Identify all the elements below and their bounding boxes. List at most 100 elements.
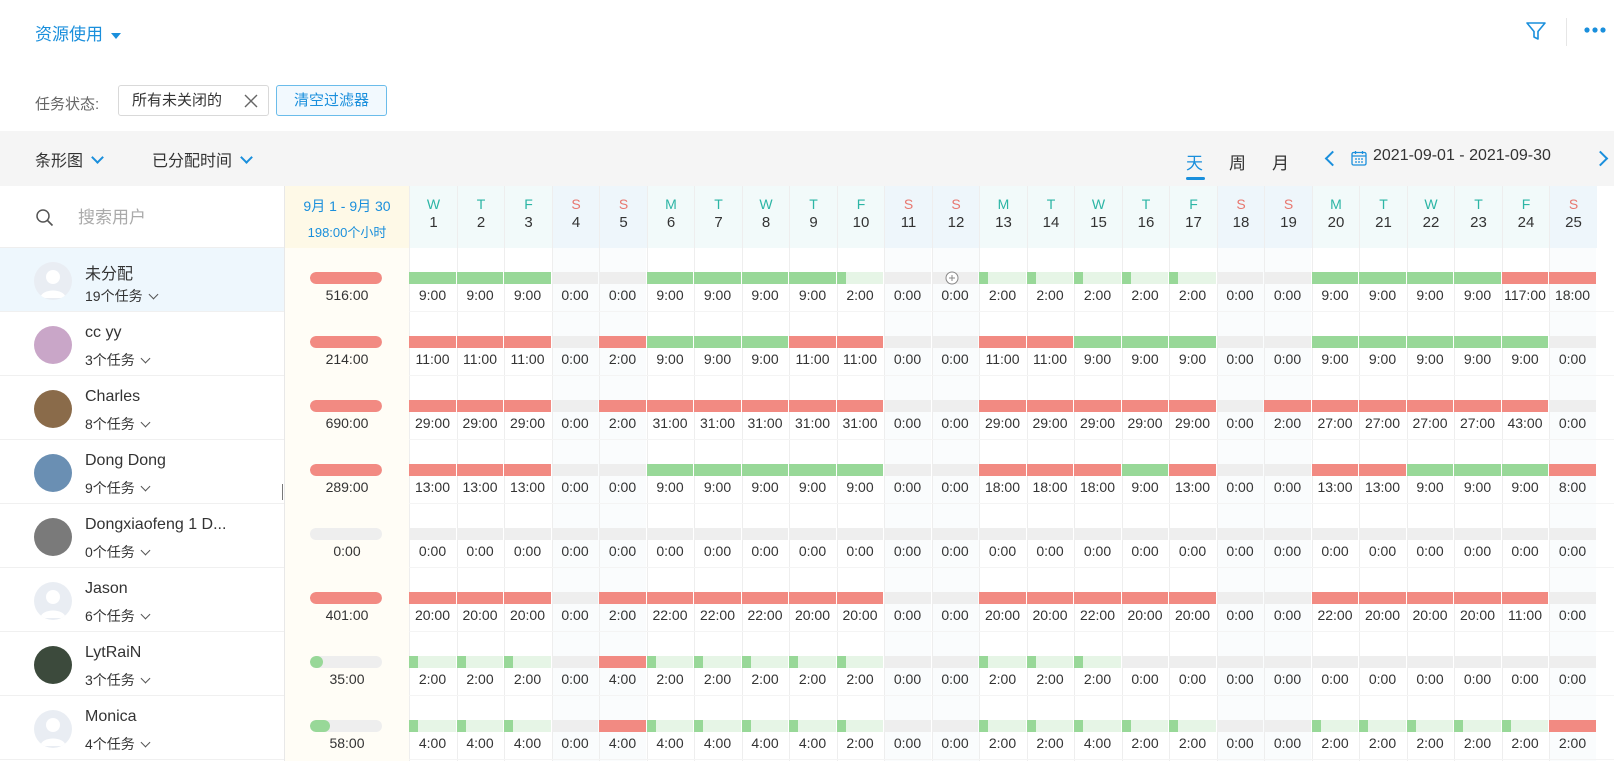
day-value: 29:00 xyxy=(1127,415,1163,431)
day-header: F 24 xyxy=(1502,186,1550,248)
day-number: 5 xyxy=(619,214,628,231)
day-bar xyxy=(836,464,883,476)
day-of-week: M xyxy=(665,196,677,212)
day-bar xyxy=(409,272,456,284)
day-bar xyxy=(456,336,503,348)
day-value: 20:00 xyxy=(794,607,831,623)
day-bar-fill xyxy=(456,656,466,668)
day-bar xyxy=(1121,336,1168,348)
user-task-count[interactable]: 4个任务 xyxy=(85,734,151,754)
day-bar xyxy=(1216,272,1263,284)
user-row[interactable]: Dong Dong 9个任务 xyxy=(0,440,284,504)
user-row[interactable]: cc yy 3个任务 xyxy=(0,312,284,376)
user-task-count[interactable]: 3个任务 xyxy=(85,350,151,370)
day-bar xyxy=(1454,272,1501,284)
user-task-count-label: 19个任务 xyxy=(85,288,143,304)
day-bar xyxy=(741,336,788,348)
day-bar-fill xyxy=(504,720,513,732)
day-header: S 11 xyxy=(885,186,932,248)
user-row[interactable]: Dongxiaofeng 1 D... 0个任务 xyxy=(0,504,284,568)
day-bar xyxy=(1311,464,1358,476)
day-bar xyxy=(1501,336,1548,348)
avatar xyxy=(34,710,72,748)
day-bar-fill xyxy=(979,720,988,732)
user-task-count[interactable]: 19个任务 xyxy=(85,286,159,306)
day-value: 20:00 xyxy=(1174,607,1211,623)
day-bar-fill xyxy=(1169,720,1178,732)
chevron-down-icon xyxy=(140,545,151,556)
add-circle-icon[interactable] xyxy=(945,271,959,285)
tab-day[interactable]: 天 xyxy=(1186,154,1203,173)
user-task-count[interactable]: 6个任务 xyxy=(85,606,151,626)
page-title-dropdown[interactable]: 资源使用 xyxy=(35,20,121,45)
summary-bar-fill xyxy=(310,592,382,604)
date-range[interactable]: 2021-09-01 - 2021-09-30 xyxy=(1373,147,1551,164)
day-bar xyxy=(646,336,693,348)
day-bar-fill xyxy=(979,272,988,284)
day-header: S 18 xyxy=(1217,186,1265,248)
day-bar xyxy=(599,464,646,476)
day-value: 0:00 xyxy=(1226,479,1254,495)
user-row[interactable]: Jason 6个任务 xyxy=(0,568,284,632)
calendar-icon[interactable] xyxy=(1351,150,1367,166)
day-bar-fill xyxy=(1026,656,1036,668)
day-bar xyxy=(1216,464,1263,476)
metric-label: 已分配时间 xyxy=(152,153,233,170)
day-value: 0:00 xyxy=(561,415,589,431)
day-of-week: T xyxy=(1474,196,1483,212)
user-task-count[interactable]: 8个任务 xyxy=(85,414,151,434)
clear-filter-button[interactable]: 清空过滤器 xyxy=(276,85,387,116)
day-value: 27:00 xyxy=(1459,415,1496,431)
search-input[interactable] xyxy=(76,204,270,232)
day-value: 2:00 xyxy=(466,671,494,687)
day-value: 0:00 xyxy=(1226,351,1254,367)
user-row[interactable]: Monica 4个任务 xyxy=(0,696,284,760)
user-task-count[interactable]: 9个任务 xyxy=(85,478,151,498)
day-value: 9:00 xyxy=(513,287,542,303)
day-value: 20:00 xyxy=(984,607,1021,623)
day-value: 0:00 xyxy=(656,543,684,559)
summary-value: 58:00 xyxy=(329,735,365,751)
user-row[interactable]: LytRaiN 3个任务 xyxy=(0,632,284,696)
day-value: 31:00 xyxy=(699,415,736,431)
day-value: 4:00 xyxy=(656,735,684,751)
day-value: 2:00 xyxy=(418,671,447,687)
user-row[interactable]: 未分配 19个任务 xyxy=(0,248,284,312)
summary-value: 401:00 xyxy=(325,607,369,623)
day-value: 0:00 xyxy=(513,543,542,559)
day-number: 8 xyxy=(761,214,771,231)
day-of-week: S xyxy=(618,196,629,212)
day-value: 2:00 xyxy=(1273,415,1302,431)
filter-icon[interactable] xyxy=(1524,19,1548,43)
day-bar xyxy=(1454,592,1501,604)
tab-week[interactable]: 周 xyxy=(1229,154,1246,173)
day-value: 0:00 xyxy=(608,479,637,495)
summary-value: 35:00 xyxy=(329,671,365,687)
day-bar-fill xyxy=(409,656,418,668)
day-value: 22:00 xyxy=(1079,607,1116,623)
user-task-count[interactable]: 0个任务 xyxy=(85,542,151,562)
user-row[interactable]: Charles 8个任务 xyxy=(0,376,284,440)
day-value: 0:00 xyxy=(1273,735,1302,751)
tab-month[interactable]: 月 xyxy=(1272,154,1289,173)
day-bar xyxy=(646,656,693,668)
day-bar xyxy=(836,656,883,668)
day-bar-fill xyxy=(1074,656,1083,668)
day-bar xyxy=(1026,720,1073,732)
day-header: W 15 xyxy=(1075,186,1122,248)
day-value: 27:00 xyxy=(1412,415,1448,431)
metric-dropdown[interactable]: 已分配时间 xyxy=(152,147,253,171)
user-task-count[interactable]: 3个任务 xyxy=(85,670,151,690)
chart-type-dropdown[interactable]: 条形图 xyxy=(35,147,104,171)
day-bar xyxy=(1454,464,1501,476)
day-bar xyxy=(1406,272,1453,284)
chart-type-label: 条形图 xyxy=(35,153,84,170)
day-bar xyxy=(789,400,836,412)
day-bar xyxy=(884,400,931,412)
day-bar xyxy=(1169,336,1216,348)
close-icon[interactable] xyxy=(244,94,258,108)
more-icon[interactable] xyxy=(1583,22,1614,38)
day-value: 2:00 xyxy=(751,671,779,687)
day-value: 13:00 xyxy=(462,479,498,495)
